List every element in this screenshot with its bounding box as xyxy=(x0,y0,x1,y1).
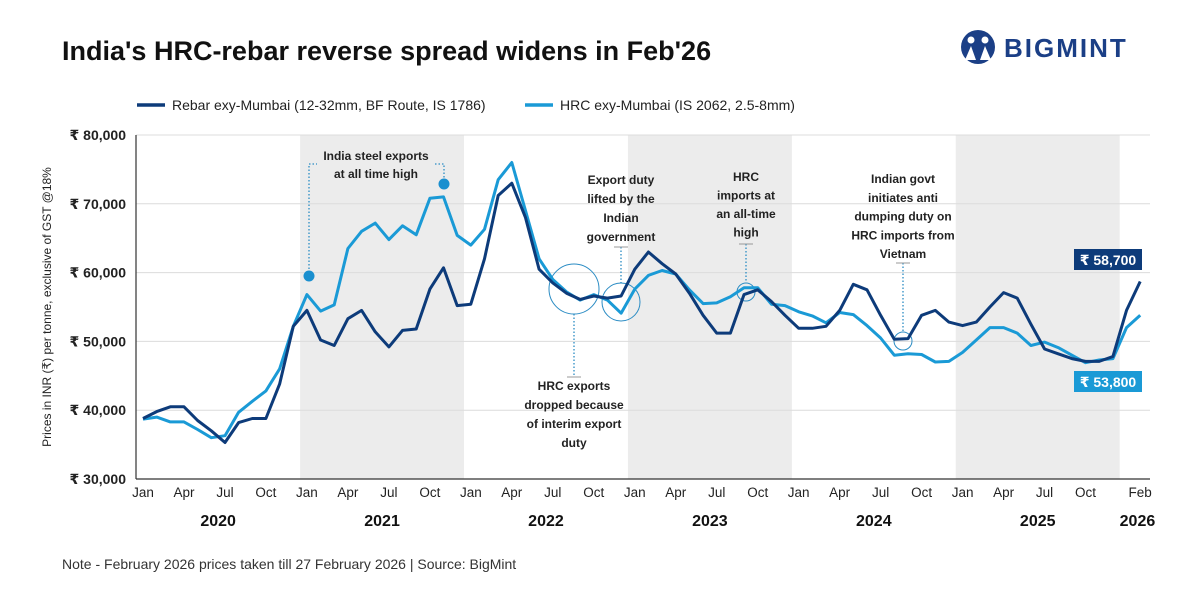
band-2025 xyxy=(956,135,1120,479)
x-tick-label: Oct xyxy=(583,485,604,500)
x-tick-label: Jul xyxy=(216,485,233,500)
x-tick-label: Oct xyxy=(747,485,768,500)
year-label-2021: 2021 xyxy=(364,513,400,530)
annotation-text-0: India steel exports xyxy=(323,149,429,163)
footnote: Note - February 2026 prices taken till 2… xyxy=(62,556,516,572)
y-tick-label: ₹ 30,000 xyxy=(70,471,127,487)
logo-text: BIGMINT xyxy=(1004,33,1128,63)
annotation-text-3: HRC xyxy=(733,170,759,184)
annotation-text-4: HRC imports from xyxy=(851,228,954,242)
x-tick-label: Jul xyxy=(708,485,725,500)
year-label-2025: 2025 xyxy=(1020,513,1056,530)
legend: Rebar exy-Mumbai (12-32mm, BF Route, IS … xyxy=(137,97,795,113)
annotation-text-3: imports at xyxy=(717,189,775,203)
annotation-text-4: Indian govt xyxy=(871,172,935,186)
legend-label-rebar: Rebar exy-Mumbai (12-32mm, BF Route, IS … xyxy=(172,97,486,113)
x-tick-label: Apr xyxy=(993,485,1015,500)
year-label-2022: 2022 xyxy=(528,513,564,530)
annotation-dot xyxy=(439,179,450,190)
x-tick-label: Apr xyxy=(829,485,851,500)
annotation-text-3: an all-time xyxy=(716,207,776,221)
x-tick-label: Apr xyxy=(665,485,687,500)
x-tick-label: Jan xyxy=(132,485,154,500)
y-tick-label: ₹ 80,000 xyxy=(70,127,127,143)
x-tick-label: Jul xyxy=(1036,485,1053,500)
year-label-2026: 2026 xyxy=(1120,513,1156,530)
x-tick-label: Apr xyxy=(501,485,523,500)
annotation-text-2: Indian xyxy=(603,211,638,225)
annotation-text-1: of interim export xyxy=(527,417,622,431)
y-tick-label: ₹ 50,000 xyxy=(70,333,127,349)
x-tick-label: Oct xyxy=(419,485,440,500)
year-label-2023: 2023 xyxy=(692,513,728,530)
x-tick-label: Oct xyxy=(1075,485,1096,500)
x-tick-label: Oct xyxy=(255,485,276,500)
year-label-2024: 2024 xyxy=(856,513,892,530)
annotation-dot xyxy=(304,271,315,282)
year-labels: 2020 2021 2022 2023 2024 2025 2026 xyxy=(200,513,1155,530)
x-tick-label: Apr xyxy=(337,485,359,500)
y-axis-label: Prices in INR (₹) per tonne, exclusive o… xyxy=(40,167,54,447)
y-ticks: ₹ 30,000 ₹ 40,000 ₹ 50,000 ₹ 60,000 ₹ 70,000… xyxy=(70,127,127,487)
annotation-text-1: duty xyxy=(561,436,587,450)
annotation-text-1: HRC exports xyxy=(538,379,611,393)
x-tick-label: Jul xyxy=(872,485,889,500)
annotation-text-0: at all time high xyxy=(334,167,418,181)
annotation-text-4: Vietnam xyxy=(880,247,926,261)
annotation-text-1: dropped because xyxy=(524,398,624,412)
x-tick-label: Feb xyxy=(1129,485,1152,500)
annotation-text-3: high xyxy=(733,226,758,240)
annotation-circle xyxy=(549,264,599,314)
year-label-2020: 2020 xyxy=(200,513,236,530)
legend-label-hrc: HRC exy-Mumbai (IS 2062, 2.5-8mm) xyxy=(560,97,795,113)
y-tick-label: ₹ 40,000 xyxy=(70,402,127,418)
x-tick-label: Jan xyxy=(296,485,318,500)
x-ticks: Jan Apr Jul Oct Jan Apr Jul Oct Jan Apr Jul Oct Jan A… xyxy=(132,485,1152,500)
annotation-text-4: dumping duty on xyxy=(854,210,951,224)
annotation-text-2: Export duty xyxy=(588,173,655,187)
x-tick-label: Jan xyxy=(460,485,482,500)
annotation-text-4: initiates anti xyxy=(868,191,938,205)
x-tick-label: Jul xyxy=(544,485,561,500)
x-tick-label: Apr xyxy=(173,485,195,500)
rebar-end-label: ₹ 58,700 xyxy=(1080,252,1137,268)
bigmint-logo: BIGMINT xyxy=(961,30,1128,64)
chart-title: India's HRC-rebar reverse spread widens … xyxy=(62,36,711,66)
x-tick-label: Jan xyxy=(788,485,810,500)
y-tick-label: ₹ 60,000 xyxy=(70,265,127,281)
annotation-text-2: lifted by the xyxy=(587,192,655,206)
x-tick-label: Jan xyxy=(624,485,646,500)
annotation-text-2: government xyxy=(587,230,656,244)
y-tick-label: ₹ 70,000 xyxy=(70,196,127,212)
x-tick-label: Oct xyxy=(911,485,932,500)
x-tick-label: Jan xyxy=(952,485,974,500)
hrc-end-label: ₹ 53,800 xyxy=(1080,374,1137,390)
x-tick-label: Jul xyxy=(380,485,397,500)
